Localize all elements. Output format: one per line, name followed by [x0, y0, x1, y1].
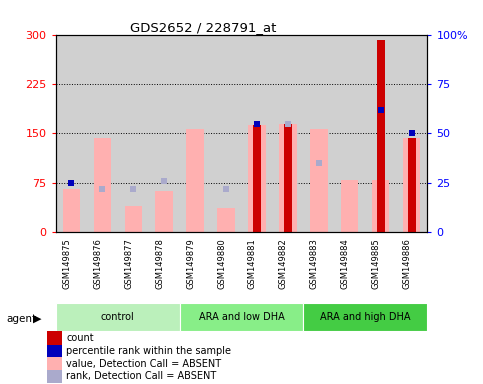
Bar	[47, 369, 62, 383]
Bar	[125, 206, 142, 232]
Bar	[47, 331, 62, 345]
Bar	[186, 129, 203, 232]
Bar	[94, 138, 111, 232]
Text: GSM149881: GSM149881	[248, 238, 257, 289]
Text: rank, Detection Call = ABSENT: rank, Detection Call = ABSENT	[66, 371, 216, 381]
Bar	[56, 303, 180, 331]
Text: GSM149885: GSM149885	[372, 238, 381, 289]
Text: value, Detection Call = ABSENT: value, Detection Call = ABSENT	[66, 359, 221, 369]
Text: agent: agent	[6, 314, 36, 324]
Bar	[311, 129, 327, 232]
Bar	[47, 357, 62, 371]
Text: GSM149876: GSM149876	[93, 238, 102, 289]
Bar	[62, 189, 80, 232]
Text: ARA and low DHA: ARA and low DHA	[199, 312, 284, 322]
Bar	[341, 180, 358, 232]
Bar	[408, 138, 416, 232]
Text: GSM149883: GSM149883	[310, 238, 319, 289]
Text: count: count	[66, 333, 94, 343]
Bar	[248, 125, 266, 232]
Text: percentile rank within the sample: percentile rank within the sample	[66, 346, 231, 356]
Text: GSM149879: GSM149879	[186, 238, 195, 289]
Text: GSM149878: GSM149878	[155, 238, 164, 289]
Bar	[156, 192, 172, 232]
Bar	[180, 303, 303, 331]
Bar	[217, 208, 235, 232]
Bar	[284, 124, 292, 232]
Text: GSM149877: GSM149877	[124, 238, 133, 289]
Bar	[372, 180, 389, 232]
Bar	[253, 125, 261, 232]
Text: GSM149880: GSM149880	[217, 238, 226, 289]
Bar	[303, 303, 427, 331]
Text: GDS2652 / 228791_at: GDS2652 / 228791_at	[129, 21, 276, 34]
Bar	[403, 138, 421, 232]
Text: control: control	[100, 312, 134, 322]
Text: GSM149886: GSM149886	[403, 238, 412, 289]
Text: ARA and high DHA: ARA and high DHA	[320, 312, 411, 322]
Text: GSM149882: GSM149882	[279, 238, 288, 289]
Text: ▶: ▶	[33, 314, 42, 324]
Bar	[47, 345, 62, 358]
Text: GSM149884: GSM149884	[341, 238, 350, 289]
Bar	[377, 40, 385, 232]
Text: GSM149875: GSM149875	[62, 238, 71, 289]
Bar	[280, 124, 297, 232]
